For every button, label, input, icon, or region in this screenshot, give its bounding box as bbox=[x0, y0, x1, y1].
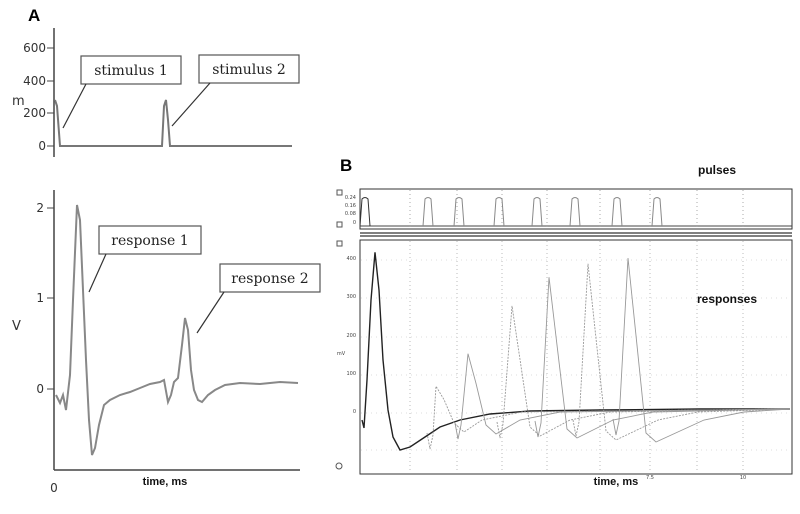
responses-grid bbox=[361, 241, 791, 473]
pulse bbox=[611, 197, 623, 227]
responses-plot-area bbox=[359, 239, 793, 475]
response-trace bbox=[572, 263, 791, 441]
stimulus-ytick-label: 200 bbox=[23, 106, 46, 120]
stimulus-y-axis-label: m bbox=[12, 94, 25, 109]
pulses-label: pulses bbox=[698, 163, 736, 177]
response-axes: 2 1 0 V 0 time, ms bbox=[12, 190, 300, 495]
x-tick-label: 7.5 bbox=[646, 475, 654, 481]
responses-ytick-label: 300 bbox=[346, 294, 356, 300]
response-1-pointer bbox=[88, 253, 107, 293]
response-ytick-label: 2 bbox=[36, 201, 44, 215]
response-trace bbox=[426, 384, 791, 450]
pulse bbox=[569, 197, 581, 227]
response-1-callout: response 1 bbox=[88, 225, 202, 293]
response-1-callout-box bbox=[98, 225, 202, 255]
x-origin-label: 0 bbox=[50, 481, 58, 495]
response-trace bbox=[496, 305, 791, 439]
responses-label: responses bbox=[697, 292, 757, 306]
pulse bbox=[359, 197, 371, 227]
responses-ytick-label: 100 bbox=[346, 371, 356, 377]
stimulus-2-pointer bbox=[171, 82, 211, 127]
stimulus-1-callout: stimulus 1 bbox=[62, 55, 182, 129]
pulse bbox=[651, 197, 663, 227]
pulses-axis-marker bbox=[336, 189, 343, 196]
pulse bbox=[531, 197, 543, 227]
stimulus-ytick-label: 600 bbox=[23, 41, 46, 55]
pulse bbox=[493, 197, 505, 227]
stimulus-1-callout-box bbox=[80, 55, 182, 85]
response-2-callout-label: response 2 bbox=[231, 271, 308, 287]
x-tick-label: 10 bbox=[740, 475, 746, 481]
response-trace bbox=[361, 252, 790, 451]
pulses-traces bbox=[359, 197, 663, 227]
stimulus-trace bbox=[54, 99, 292, 147]
panel-a-label: A bbox=[28, 6, 40, 25]
pulses-ytick-label: 0.24 bbox=[345, 195, 356, 201]
response-2-pointer bbox=[196, 291, 225, 334]
responses-axis-marker bbox=[335, 462, 343, 470]
response-2-callout: response 2 bbox=[196, 263, 321, 334]
stimulus-ytick-label: 400 bbox=[23, 74, 46, 88]
response-trace bbox=[612, 258, 791, 443]
responses-traces bbox=[361, 252, 791, 451]
response-ytick-label: 0 bbox=[36, 382, 44, 396]
panel-b-label: B bbox=[340, 156, 352, 175]
stimulus-axes: 600 400 200 0 m bbox=[12, 28, 55, 157]
response-trace bbox=[534, 277, 791, 439]
response-2-callout-box bbox=[219, 263, 321, 293]
panel-a-x-axis-label: time, ms bbox=[143, 476, 188, 488]
pulses-plot-area bbox=[359, 188, 793, 230]
response-trace bbox=[55, 204, 299, 456]
responses-ytick-label: 400 bbox=[346, 256, 356, 262]
stimulus-1-pointer bbox=[62, 83, 87, 129]
panel-b-x-axis-label: time, ms bbox=[594, 476, 639, 488]
responses-ytick-label: 200 bbox=[346, 333, 356, 339]
pulse bbox=[453, 197, 465, 227]
stimulus-ytick-label: 0 bbox=[38, 139, 46, 153]
pulses-ytick-label: 0.16 bbox=[345, 203, 356, 209]
pulse bbox=[422, 197, 434, 227]
pulses-ytick-label: 0 bbox=[353, 220, 356, 226]
pulses-axis-marker bbox=[336, 221, 343, 228]
pulses-ytick-label: 0.08 bbox=[345, 211, 356, 217]
response-trace bbox=[454, 353, 791, 440]
stimulus-2-callout-box bbox=[198, 54, 300, 84]
stimulus-1-callout-label: stimulus 1 bbox=[94, 63, 168, 79]
responses-y-axis-label: mV bbox=[337, 351, 346, 357]
response-1-callout-label: response 1 bbox=[111, 233, 188, 249]
responses-ytick-label: 0 bbox=[353, 409, 356, 415]
stimulus-2-callout-label: stimulus 2 bbox=[212, 62, 286, 78]
response-ytick-label: 1 bbox=[36, 291, 44, 305]
responses-axis-marker bbox=[336, 240, 343, 247]
stimulus-2-callout: stimulus 2 bbox=[171, 54, 300, 127]
response-y-axis-label: V bbox=[12, 319, 21, 334]
